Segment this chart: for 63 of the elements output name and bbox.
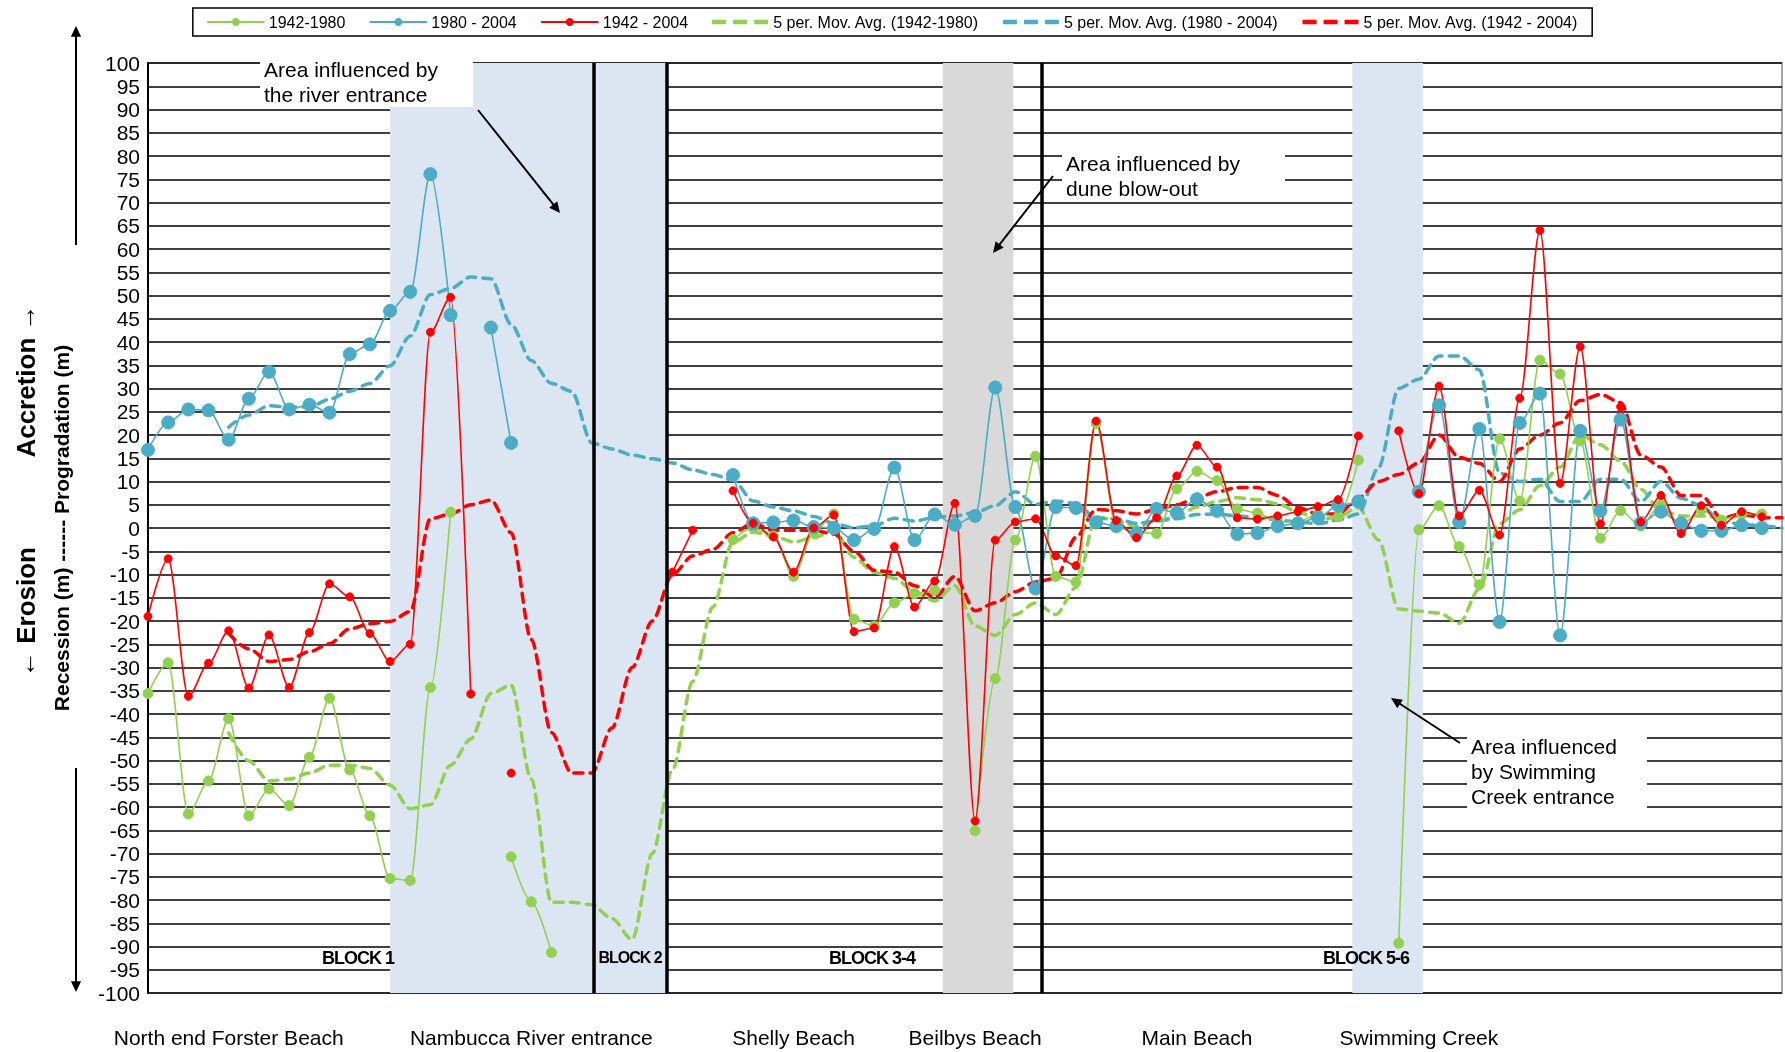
y-tick-label: 85 xyxy=(116,121,140,145)
y-tick-label: 95 xyxy=(116,74,140,98)
y-tick-label: -55 xyxy=(109,772,140,796)
y-tick-label: -20 xyxy=(109,609,140,633)
y-tick-label: 35 xyxy=(116,353,140,377)
annotation: Area influenced by Swimming Creek entrance xyxy=(1467,734,1647,809)
annotation: Area influenced by the river entrance xyxy=(260,57,473,107)
y-tick-label: 5 xyxy=(128,493,140,517)
x-tick-label: Swimming Creek xyxy=(1339,1026,1499,1049)
annotation: BLOCK 5-6 xyxy=(1322,947,1410,969)
legend-label: 1942-1980 xyxy=(268,13,346,31)
y-tick-label: -15 xyxy=(109,586,140,610)
y-tick-label: 0 xyxy=(128,516,140,540)
x-tick-label: Nambucca River entrance xyxy=(409,1026,653,1049)
y-tick-label: -5 xyxy=(121,539,140,563)
y-tick-label: 20 xyxy=(116,423,140,447)
y-tick-label: 15 xyxy=(116,446,140,470)
x-tick-label: Beilbys Beach xyxy=(908,1026,1042,1049)
annotation: BLOCK 1 xyxy=(321,947,395,969)
y-tick-label: 30 xyxy=(116,377,140,400)
y-axis-title: Recession (m) ------ Progradation (m) xyxy=(50,344,73,712)
y-tick-label: -40 xyxy=(109,702,140,726)
annotation: BLOCK 2 xyxy=(598,949,662,967)
y-tick-label: -95 xyxy=(109,958,140,982)
y-tick-label: -85 xyxy=(109,911,140,935)
y-tick-label: -80 xyxy=(109,888,140,912)
x-tick-label: Shelly Beach xyxy=(732,1026,855,1049)
legend-label: 5 per. Mov. Avg. (1942-1980) xyxy=(773,13,979,31)
y-tick-label: 45 xyxy=(116,307,140,331)
y-tick-label: -25 xyxy=(109,632,140,656)
y-tick-label: 10 xyxy=(116,470,140,493)
y-tick-label: -90 xyxy=(109,935,140,958)
y-tick-label: -35 xyxy=(109,679,140,703)
annotation: Area influenced by dune blow-out xyxy=(1062,151,1285,201)
y-tick-label: 70 xyxy=(116,191,140,214)
y-tick-label: 40 xyxy=(116,330,140,354)
y-tick-label: 55 xyxy=(116,260,140,284)
y-tick-label: -50 xyxy=(109,749,140,772)
y-tick-label: -65 xyxy=(109,818,140,842)
legend-label: 5 per. Mov. Avg. (1942 - 2004) xyxy=(1363,13,1578,31)
x-tick-label: North end Forster Beach xyxy=(113,1026,344,1049)
text: ← Erosion xyxy=(10,546,42,678)
y-tick-label: -45 xyxy=(109,725,140,749)
y-tick-label: -75 xyxy=(109,865,140,889)
legend-label: 1980 - 2004 xyxy=(431,13,517,31)
text: Accretion → xyxy=(10,304,42,458)
y-tick-label: 90 xyxy=(116,98,140,121)
y-tick-label: 80 xyxy=(116,144,140,168)
y-tick-label: -30 xyxy=(109,656,140,679)
x-tick-label: Main Beach xyxy=(1141,1026,1253,1049)
y-tick-label: -100 xyxy=(97,981,140,1005)
y-tick-label: 65 xyxy=(116,214,140,238)
y-tick-label: 75 xyxy=(116,167,140,191)
y-tick-label: 25 xyxy=(116,400,140,424)
legend-label: 1942 - 2004 xyxy=(602,13,689,31)
y-tick-label: -60 xyxy=(109,795,140,819)
legend-label: 5 per. Mov. Avg. (1980 - 2004) xyxy=(1063,13,1278,31)
y-tick-label: 100 xyxy=(104,51,140,75)
annotation: BLOCK 3-4 xyxy=(828,947,916,969)
y-tick-label: -10 xyxy=(109,563,140,586)
y-tick-label: 50 xyxy=(116,284,140,307)
y-tick-label: -70 xyxy=(109,842,140,865)
y-tick-label: 60 xyxy=(116,237,140,261)
